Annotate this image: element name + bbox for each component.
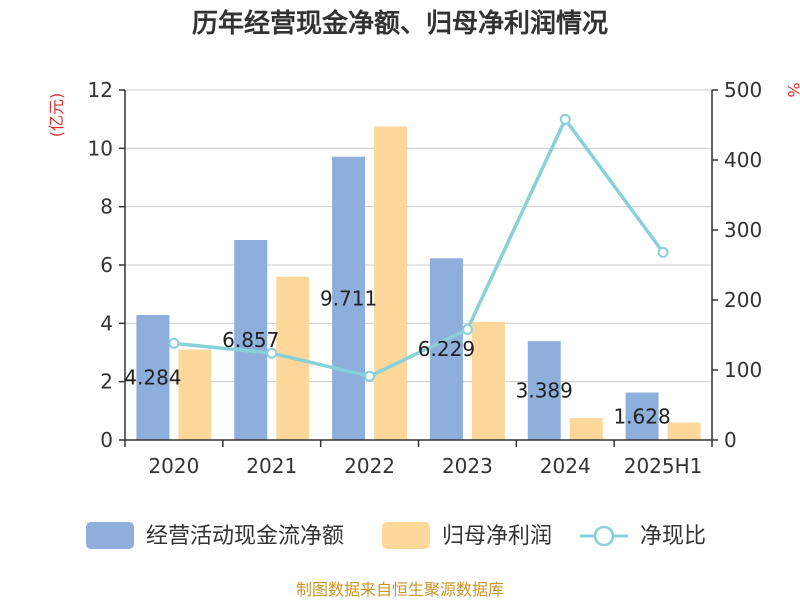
bar-value-label: 4.284	[124, 366, 181, 390]
legend-marker-ratio	[593, 525, 615, 547]
right-tick-label: 100	[724, 358, 762, 382]
x-tick-label: 2023	[442, 454, 493, 478]
left-axis-ticks: 0 2 4 6 8 10 12	[88, 78, 125, 452]
legend-swatch-cashflow	[86, 522, 134, 549]
right-tick-label: 200	[724, 288, 762, 312]
bar-value-label: 1.628	[613, 404, 670, 428]
bar-cashflow	[136, 315, 170, 440]
ratio-line	[168, 113, 669, 382]
left-tick-label: 0	[100, 428, 113, 452]
right-tick-label: 500	[724, 78, 762, 102]
bar-netprofit	[178, 349, 212, 440]
ratio-point	[559, 113, 571, 125]
left-tick-label: 6	[100, 253, 113, 277]
bar-cashflow	[625, 392, 659, 440]
x-tick-label: 2024	[540, 454, 591, 478]
bar-cashflow	[332, 156, 366, 440]
right-axis-ticks: 0 100 200 300 400 500	[712, 78, 762, 452]
left-tick-label: 12	[88, 78, 113, 102]
bar-cashflow	[527, 341, 561, 440]
x-axis-ticks: 2020 2021 2022 2023 2024 2025H1	[124, 440, 713, 478]
gridlines	[125, 89, 712, 383]
left-tick-label: 4	[100, 311, 113, 335]
bar-netprofit	[471, 321, 505, 440]
ratio-point	[657, 246, 669, 258]
legend-label-netprofit: 归母净利润	[442, 524, 552, 549]
bar-cashflow	[234, 240, 268, 440]
left-axis-unit: (亿元)	[47, 93, 66, 138]
legend-swatch-netprofit	[382, 522, 430, 549]
legend: 经营活动现金流净额 归母净利润 净现比	[86, 522, 706, 549]
bar-netprofit	[374, 126, 408, 440]
bar-value-label: 9.711	[320, 286, 377, 310]
x-tick-label: 2021	[246, 454, 297, 478]
left-tick-label: 10	[88, 136, 113, 160]
ratio-point	[364, 370, 376, 382]
left-tick-label: 8	[100, 195, 113, 219]
right-tick-label: 400	[724, 148, 762, 172]
bar-value-label: 6.229	[418, 337, 475, 361]
bar-netprofit	[569, 418, 603, 440]
ratio-line-path	[173, 117, 665, 379]
x-tick-label: 2020	[148, 454, 199, 478]
right-axis-unit: %	[784, 82, 800, 97]
ratio-point	[266, 347, 278, 359]
legend-label-ratio: 净现比	[640, 524, 706, 549]
bar-value-label: 3.389	[516, 379, 573, 403]
bar-data-labels: 4.284 6.857 9.711 6.229 3.389 1.628	[124, 286, 670, 428]
chart-title: 历年经营现金净额、归母净利润情况	[192, 8, 608, 39]
bar-value-label: 6.857	[222, 328, 279, 352]
left-tick-label: 2	[100, 370, 113, 394]
legend-label-cashflow: 经营活动现金流净额	[146, 524, 344, 549]
right-tick-label: 0	[724, 428, 737, 452]
bar-cashflow	[429, 258, 463, 440]
ratio-point	[461, 323, 473, 335]
bar-netprofit	[667, 422, 701, 440]
x-tick-label: 2022	[344, 454, 395, 478]
x-tick-label: 2025H1	[624, 454, 703, 478]
right-tick-label: 300	[724, 218, 762, 242]
bars	[136, 126, 701, 440]
source-note: 制图数据来自恒生聚源数据库	[296, 580, 504, 599]
ratio-point	[168, 337, 180, 349]
